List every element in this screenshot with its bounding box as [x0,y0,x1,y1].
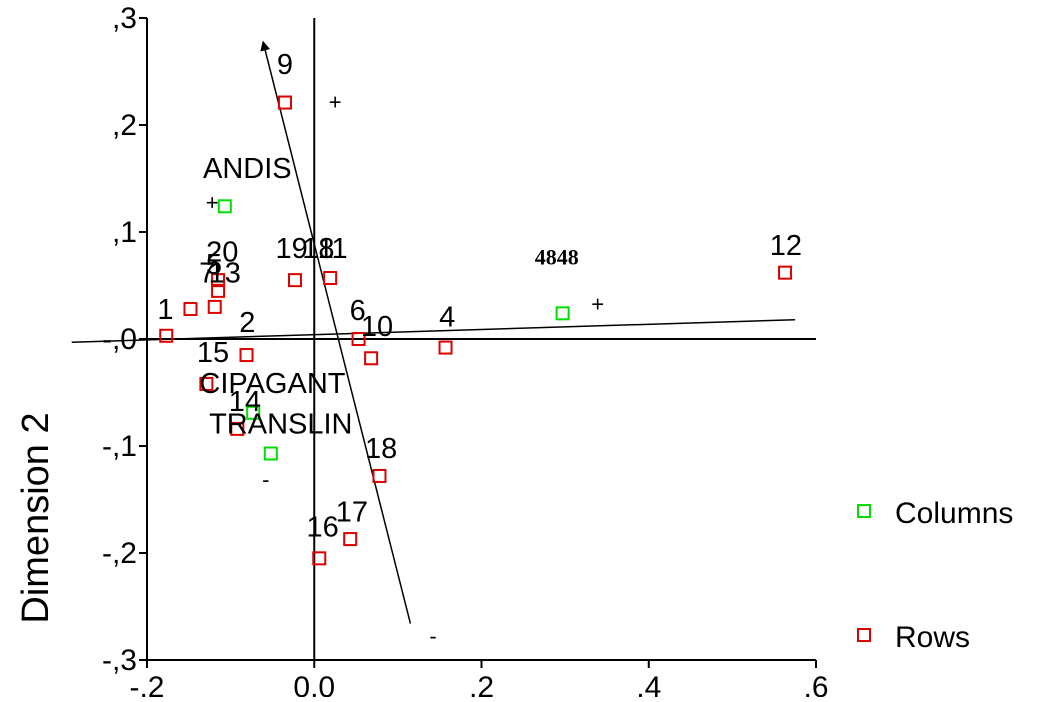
legend-swatch-columns [857,504,871,518]
point-label: 19 [276,233,308,265]
pole-marker: - [262,467,269,492]
point-label: 5 [206,249,222,281]
point-label: 16 [306,511,338,543]
rows-point [778,265,793,280]
y-tick-label: ,3 [112,2,137,35]
point-label: TRANSLIN [209,409,352,441]
x-tick-label: ,2 [469,671,494,697]
point-label: 2 [239,307,255,339]
rows-point [277,95,292,110]
pole-marker: + [591,292,604,317]
pole-marker: - [429,623,436,648]
point-label: 1 [157,294,173,326]
point-label: 14 [229,386,261,418]
rows-point [288,273,303,288]
y-tick-label: -,1 [102,430,137,463]
columns-point [263,446,278,461]
rows-point [239,348,254,363]
x-tick-label: ,4 [636,671,661,697]
rows-point [312,551,327,566]
rows-point [323,271,338,286]
legend-label-columns: Columns [895,497,1013,530]
point-label: 17 [336,496,368,528]
rows-point [343,532,358,547]
columns-point [555,306,570,321]
rows-point [364,351,379,366]
legend-swatch-rows [857,628,871,642]
point-label: 12 [770,230,802,262]
rows-point [211,283,226,298]
rows-point [351,332,366,346]
columns-point [246,405,261,420]
point-label: 18 [365,433,397,465]
point-label: 15 [197,337,229,369]
legend-label-rows: Rows [895,621,970,654]
point-label: 11 [318,233,348,265]
point-label: CIPAGANT [199,368,345,400]
x-tick-label: ,6 [803,671,828,697]
point-label: 13 [209,258,241,290]
y-axis-label: Dimension 2 [15,412,57,623]
projection-line-horizontal [71,318,796,343]
y-tick-label: -,2 [102,537,137,570]
projection-axis-lines [71,40,796,624]
x-tick-label: 0,0 [293,671,335,697]
point-label: 10 [361,311,393,343]
rows-point [159,328,174,343]
pole-marker: + [329,89,342,114]
rows-point [230,421,245,436]
y-tick-label: -,3 [102,644,137,677]
point-label: 4 [439,302,455,334]
rows-point [438,340,453,355]
projection-line-vertical [260,40,412,624]
pole-marker: + [206,190,219,215]
point-label: 9 [277,49,293,81]
data-points [159,95,793,566]
y-tick-label: ,2 [112,109,137,142]
point-label: 4848 [535,244,579,269]
y-tick-label: ,1 [112,216,137,249]
point-label: 20 [206,236,238,268]
point-label: 7 [199,258,215,290]
rows-point [207,299,222,314]
y-tick-label: -,0 [102,323,137,356]
zero-reference-lines [147,18,816,660]
point-label: 18 [302,233,334,265]
rows-point [183,302,198,317]
rows-point [211,273,226,288]
point-label: 6 [350,295,366,327]
point-label: ANDIS [203,153,292,185]
rows-point [199,376,214,391]
rows-point [372,468,387,483]
legend: Columns Rows [857,497,1013,654]
pole-markers: + + + - - [206,89,604,648]
columns-point [217,199,232,214]
